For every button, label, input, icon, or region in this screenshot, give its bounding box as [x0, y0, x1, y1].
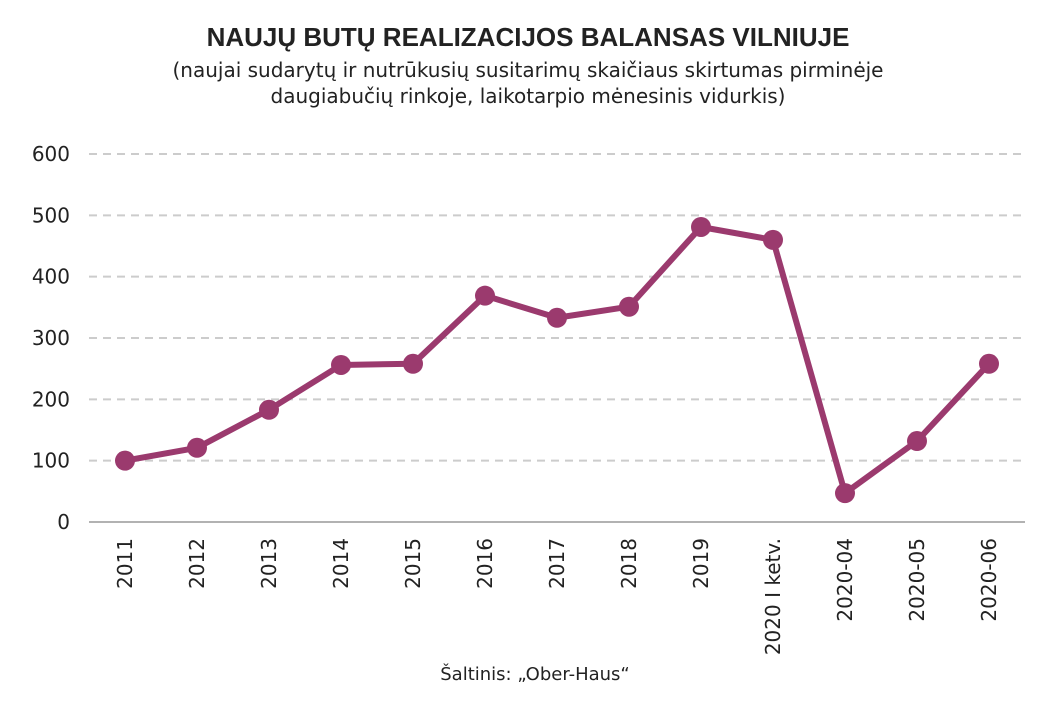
point: [115, 450, 135, 471]
x-tick-label: 2020-06: [977, 538, 1001, 622]
point: [547, 307, 567, 328]
y-tick-label: 0: [57, 510, 70, 534]
x-tick-label: 2020-05: [905, 538, 929, 622]
y-tick-label: 200: [32, 387, 70, 411]
x-tick-label: 2020 I ketv.: [761, 538, 785, 655]
point: [763, 229, 783, 250]
point: [331, 354, 351, 375]
point: [259, 399, 279, 420]
x-tick-label: 2016: [473, 538, 497, 589]
y-tick-label: 600: [32, 142, 70, 166]
point: [835, 483, 855, 504]
x-tick-label: 2014: [329, 538, 353, 589]
point: [619, 296, 639, 317]
point: [475, 285, 495, 306]
point: [907, 431, 927, 452]
x-tick-label: 2020-04: [833, 538, 857, 622]
point: [403, 353, 423, 374]
chart-title: NAUJŲ BUTŲ REALIZACIJOS BALANSAS VILNIUJ…: [207, 22, 850, 52]
point: [979, 353, 999, 374]
y-tick-label: 100: [32, 449, 70, 473]
x-tick-label: 2013: [257, 538, 281, 589]
x-tick-label: 2018: [617, 538, 641, 589]
x-tick-label: 2017: [545, 538, 569, 589]
x-tick-label: 2011: [113, 538, 137, 589]
x-tick-label: 2019: [689, 538, 713, 589]
source: Šaltinis: „Ober-Haus“: [440, 663, 630, 685]
y-tick-label: 400: [32, 265, 70, 289]
point: [187, 437, 207, 458]
y-tick-label: 500: [32, 203, 70, 227]
x-tick-label: 2015: [401, 538, 425, 589]
chart-subtitle: daugiabučių rinkoje, laikotarpio mėnesin…: [271, 84, 786, 108]
x-tick-label: 2012: [185, 538, 209, 589]
point: [691, 216, 711, 237]
chart-subtitle: (naujai sudarytų ir nutrūkusių susitarim…: [172, 58, 883, 82]
y-tick-label: 300: [32, 326, 70, 350]
